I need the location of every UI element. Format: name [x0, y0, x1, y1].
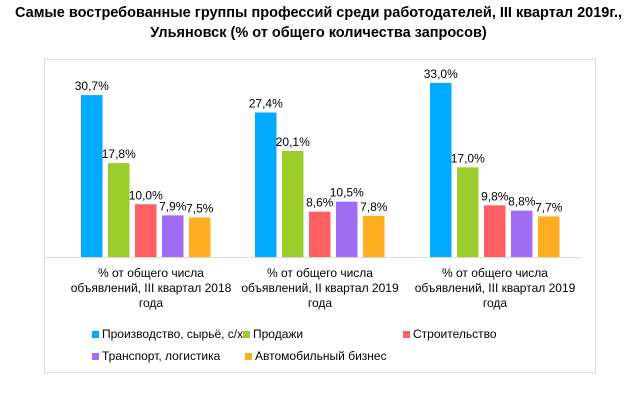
data-label: 7,9%	[159, 199, 187, 213]
legend-item-transport: Транспорт, логистика	[92, 349, 220, 363]
category-label-2: % от общего числа объявлений, II квартал…	[241, 266, 399, 310]
data-label: 7,5%	[186, 201, 214, 215]
category-label-1: % от общего числа объявлений, III кварта…	[70, 266, 232, 310]
chart-title: Самые востребованные группы профессий ср…	[0, 3, 637, 43]
data-label: 30,7%	[75, 79, 109, 93]
data-label: 8,6%	[306, 196, 334, 210]
category-label-3: % от общего числа объявлений, III кварта…	[414, 266, 576, 310]
bar	[81, 95, 103, 257]
legend-swatch	[243, 330, 250, 338]
legend-item-construction: Строительство	[403, 327, 497, 341]
data-label: 8,8%	[508, 195, 536, 209]
bar	[108, 163, 130, 257]
bar	[457, 167, 479, 257]
bar	[135, 204, 157, 257]
data-label: 7,7%	[535, 200, 563, 214]
data-label: 17,0%	[451, 151, 485, 165]
data-label: 10,5%	[330, 186, 364, 200]
legend-label: Производство, сырьё, с/х	[102, 327, 244, 341]
legend-swatch	[92, 352, 99, 360]
data-label: 20,1%	[276, 135, 310, 149]
legend-item-production: Производство, сырьё, с/х	[92, 327, 243, 341]
legend-label: Строительство	[413, 327, 497, 341]
legend-item-sales: Продажи	[243, 327, 303, 341]
bar	[484, 205, 506, 257]
chart-title-line-2: Ульяновск (% от общего количества запрос…	[150, 25, 487, 41]
legend-swatch	[245, 352, 252, 360]
data-label: 33,0%	[424, 67, 458, 81]
bar	[430, 83, 452, 257]
data-label: 27,4%	[249, 97, 283, 111]
legend-swatch	[92, 330, 99, 338]
bar	[255, 112, 277, 257]
bar	[189, 217, 211, 257]
legend-label: Продажи	[253, 327, 304, 341]
data-label: 10,0%	[129, 188, 163, 202]
bar	[511, 210, 533, 257]
bar	[162, 215, 184, 257]
chart-area-border	[44, 59, 596, 373]
bar	[363, 215, 385, 257]
data-label: 17,8%	[102, 147, 136, 161]
bar	[336, 201, 358, 257]
data-label: 9,8%	[481, 189, 509, 203]
bar	[309, 211, 331, 257]
legend-label: Автомобильный бизнес	[255, 349, 387, 363]
legend-label: Транспорт, логистика	[102, 349, 221, 363]
data-label: 7,8%	[360, 200, 388, 214]
chart-title-line-1: Самые востребованные группы профессий ср…	[14, 5, 623, 21]
legend-swatch	[403, 330, 410, 338]
bar	[282, 151, 304, 257]
bar	[538, 216, 560, 257]
legend-item-auto: Автомобильный бизнес	[245, 349, 387, 363]
